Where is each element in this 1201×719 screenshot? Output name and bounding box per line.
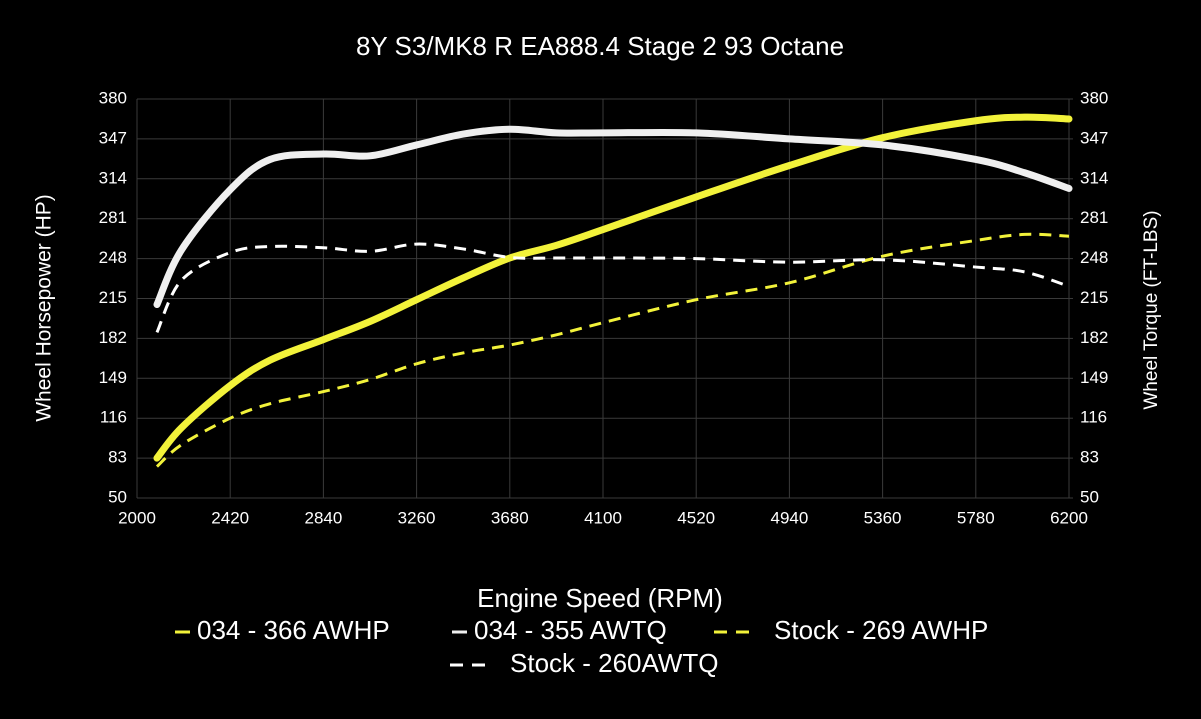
y-tick-label: 314 xyxy=(99,168,127,187)
x-tick-label: 2000 xyxy=(118,508,156,527)
x-tick-label: 4100 xyxy=(584,508,622,527)
line-series xyxy=(155,232,1070,468)
y-tick-label: 83 xyxy=(108,448,127,467)
x-axis-title: Engine Speed (RPM) xyxy=(477,583,723,613)
y2-tick-label: 215 xyxy=(1080,288,1108,307)
y-tick-label: 380 xyxy=(99,88,127,107)
x-tick-label: 4520 xyxy=(677,508,715,527)
y-tick-label: 182 xyxy=(99,328,127,347)
y2-tick-label: 347 xyxy=(1080,128,1108,147)
y2-tick-label: 380 xyxy=(1080,88,1108,107)
x-tick-label: 5360 xyxy=(864,508,902,527)
legend-label: 034 - 355 AWTQ xyxy=(474,615,667,645)
y-tick-label: 347 xyxy=(99,128,127,147)
y2-tick-label: 50 xyxy=(1080,487,1099,506)
y2-tick-label: 83 xyxy=(1080,448,1099,467)
x-tick-label: 6200 xyxy=(1050,508,1088,527)
chart-title: 8Y S3/MK8 R EA888.4 Stage 2 93 Octane xyxy=(356,31,844,61)
y2-tick-label: 281 xyxy=(1080,208,1108,227)
x-tick-label: 2420 xyxy=(211,508,249,527)
line-series xyxy=(153,113,1073,462)
y-tick-label: 248 xyxy=(99,248,127,267)
legend-label: Stock - 269 AWHP xyxy=(774,615,988,645)
x-tick-label: 3680 xyxy=(491,508,529,527)
y2-tick-label: 116 xyxy=(1080,408,1107,427)
line-series xyxy=(153,125,1073,309)
line-series xyxy=(155,242,1070,333)
y2-tick-label: 248 xyxy=(1080,248,1108,267)
y2-tick-label: 182 xyxy=(1080,328,1108,347)
y2-tick-label: 314 xyxy=(1080,168,1108,187)
y-axis-title: Wheel Horsepower (HP) xyxy=(33,194,56,422)
x-tick-label: 2840 xyxy=(304,508,342,527)
y-tick-label: 149 xyxy=(99,368,127,387)
x-tick-label: 3260 xyxy=(398,508,436,527)
y-tick-label: 215 xyxy=(99,288,127,307)
legend-label: Stock - 260AWTQ xyxy=(510,648,719,678)
legend-label: 034 - 366 AWHP xyxy=(197,615,390,645)
x-tick-label: 4940 xyxy=(770,508,808,527)
x-tick-label: 5780 xyxy=(957,508,995,527)
y-tick-label: 116 xyxy=(100,408,127,427)
y-tick-label: 50 xyxy=(108,487,127,506)
y2-tick-label: 149 xyxy=(1080,368,1108,387)
y-tick-label: 281 xyxy=(99,208,127,227)
y2-axis-title: Wheel Torque (FT-LBS) xyxy=(1141,210,1162,409)
